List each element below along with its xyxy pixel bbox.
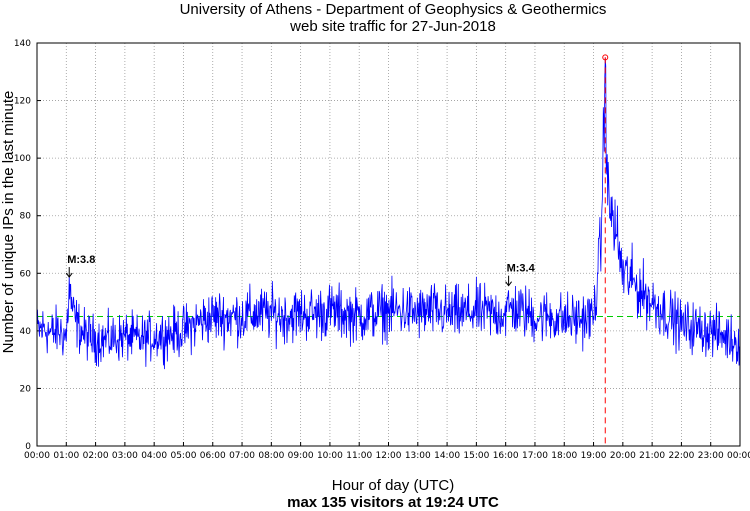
- x-tick-label: 02:00: [83, 451, 109, 461]
- y-tick-label: 80: [20, 212, 32, 222]
- chart-title: University of Athens - Department of Geo…: [180, 1, 607, 18]
- y-tick-label: 0: [25, 442, 31, 452]
- x-tick-label: 17:00: [522, 451, 548, 461]
- x-tick-label: 07:00: [229, 451, 255, 461]
- x-tick-label: 04:00: [141, 451, 167, 461]
- y-axis-label: Number of unique IPs in the last minute: [0, 91, 17, 354]
- x-tick-label: 03:00: [112, 451, 138, 461]
- x-tick-label: 21:00: [639, 451, 665, 461]
- x-tick-label: 19:00: [581, 451, 607, 461]
- x-tick-label: 14:00: [434, 451, 460, 461]
- plot-frame: [36, 42, 741, 447]
- series-line: [36, 57, 741, 370]
- y-tick-label: 20: [20, 384, 32, 394]
- y-tick-label: 100: [14, 154, 31, 164]
- y-tick-label: 60: [20, 269, 32, 279]
- x-tick-label: 23:00: [698, 451, 724, 461]
- axis-ticks: 00:00 01:00 02:00 03:00 04:00 05:00 06:00 07:00…: [14, 39, 750, 461]
- x-tick-label: 11:00: [346, 451, 372, 461]
- y-tick-label: 40: [20, 327, 32, 337]
- x-tick-label: 15:00: [463, 451, 489, 461]
- chart-subtitle: web site traffic for 27-Jun-2018: [289, 18, 496, 35]
- y-tick-label: 120: [14, 97, 31, 107]
- x-tick-label: 22:00: [668, 451, 694, 461]
- y-tick-label: 140: [14, 39, 31, 49]
- x-tick-label: 00:00: [727, 451, 750, 461]
- max-marker-point: [602, 54, 609, 61]
- x-tick-label: 09:00: [288, 451, 314, 461]
- x-tick-label: 10:00: [317, 451, 343, 461]
- x-axis-label: Hour of day (UTC): [332, 477, 455, 494]
- x-tick-label: 16:00: [493, 451, 519, 461]
- grid-lines: [37, 43, 740, 446]
- annotation-label: M:3.8: [67, 254, 95, 266]
- x-tick-label: 06:00: [200, 451, 226, 461]
- annotation-arrow-head: [65, 272, 73, 278]
- annotations: M:3.8 M:3.4: [65, 254, 536, 287]
- x-tick-label: 01:00: [53, 451, 79, 461]
- annotation-label: M:3.4: [507, 263, 536, 275]
- x-tick-label: 05:00: [170, 451, 196, 461]
- annotation-arrow-head: [505, 281, 512, 287]
- x-tick-label: 13:00: [405, 451, 431, 461]
- x-tick-label: 08:00: [258, 451, 284, 461]
- x-tick-label: 12:00: [376, 451, 402, 461]
- footer-max-visitors: max 135 visitors at 19:24 UTC: [287, 494, 499, 511]
- x-tick-label: 00:00: [24, 451, 50, 461]
- x-tick-label: 20:00: [610, 451, 636, 461]
- x-tick-label: 18:00: [551, 451, 577, 461]
